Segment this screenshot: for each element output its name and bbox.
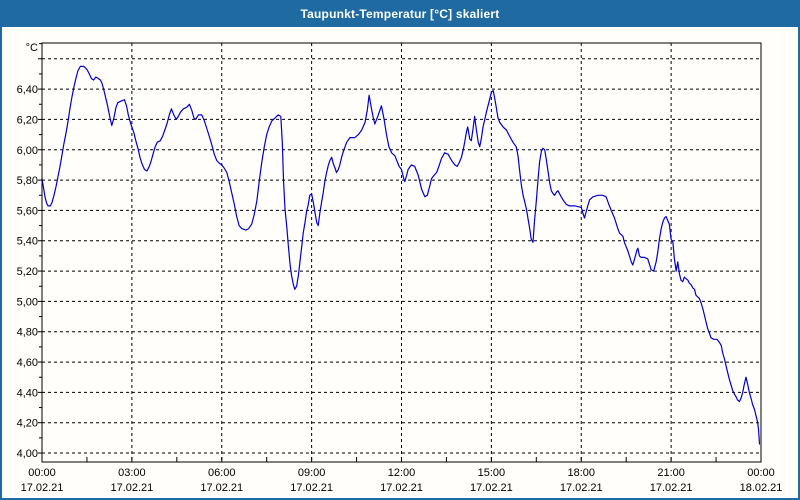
series-line (41, 65, 761, 445)
axis-label-layer: °C 4,00 4,20 4,40 4,60 4,80 5,00 5,20 5,40 5,60 5,… (17, 42, 783, 494)
y-tick-label: 4,40 (17, 387, 38, 399)
y-tick-label: 4,20 (17, 418, 38, 430)
grid-layer (42, 43, 761, 462)
x-tick-date-label: 17.02.21 (470, 482, 513, 494)
window-title-bar: Taupunkt-Temperatur [°C] skaliert (2, 2, 798, 27)
page-title: Taupunkt-Temperatur [°C] skaliert (300, 7, 500, 21)
x-tick-time-label: 06:00 (208, 467, 236, 479)
x-tick-date-label: 17.02.21 (560, 482, 603, 494)
x-tick-time-label: 12:00 (388, 467, 416, 479)
x-tick-time-label: 00:00 (28, 467, 56, 479)
x-tick-date-label: 17.02.21 (290, 482, 333, 494)
plot-border (41, 42, 762, 463)
x-tick-time-label: 15:00 (478, 467, 506, 479)
y-axis-unit-label: °C (26, 42, 38, 54)
x-tick-time-label: 03:00 (118, 467, 146, 479)
series-layer (41, 65, 761, 445)
x-tick-date-label: 17.02.21 (110, 482, 153, 494)
x-tick-date-label: 17.02.21 (21, 482, 64, 494)
y-tick-label: 5,00 (17, 296, 38, 308)
x-tick-time-label: 09:00 (298, 467, 326, 479)
x-tick-time-label: 18:00 (567, 467, 595, 479)
x-tick-date-label: 17.02.21 (200, 482, 243, 494)
x-tick-date-label: 17.02.21 (380, 482, 423, 494)
x-tick-date-label: 18.02.21 (740, 482, 783, 494)
y-tick-label: 4,80 (17, 327, 38, 339)
x-tick-time-label: 00:00 (747, 467, 775, 479)
tick-layer (38, 43, 717, 462)
y-tick-label: 6,00 (17, 145, 38, 157)
y-tick-label: 5,60 (17, 205, 38, 217)
x-tick-time-label: 21:00 (657, 467, 685, 479)
y-tick-label: 5,80 (17, 175, 38, 187)
y-tick-label: 6,40 (17, 84, 38, 96)
y-tick-label: 5,20 (17, 266, 38, 278)
x-tick-date-label: 17.02.21 (650, 482, 693, 494)
y-tick-label: 4,00 (17, 448, 38, 460)
y-tick-label: 4,60 (17, 357, 38, 369)
y-tick-label: 6,20 (17, 114, 38, 126)
y-tick-label: 5,40 (17, 236, 38, 248)
